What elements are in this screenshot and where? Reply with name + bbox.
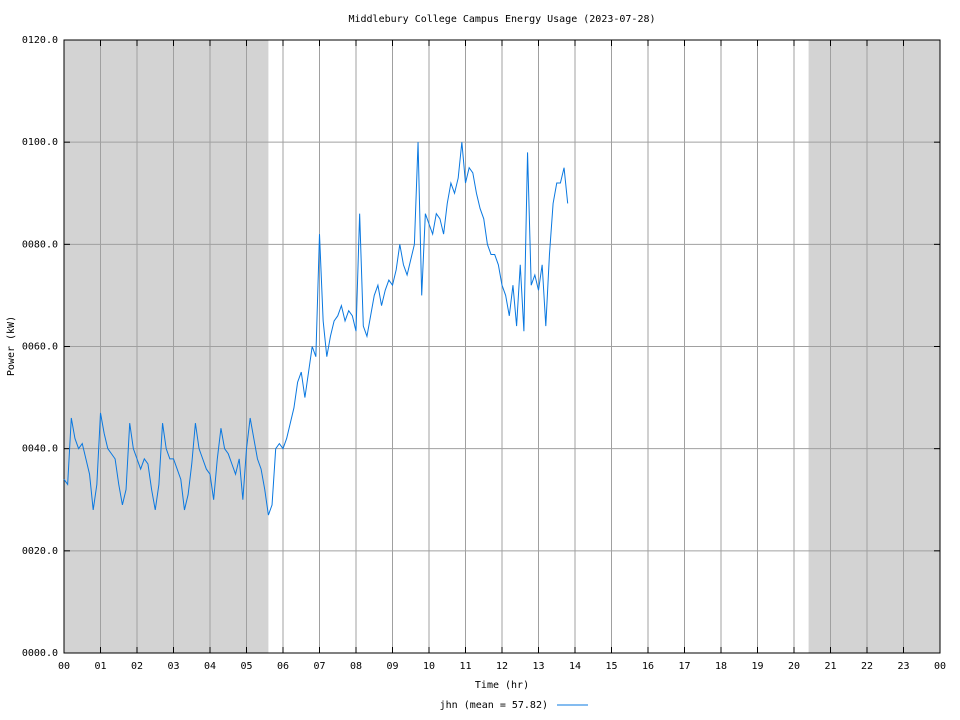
y-axis-label: Power (kW) (6, 316, 17, 376)
y-tick-label: 0060.0 (22, 342, 58, 353)
x-tick-label: 07 (313, 661, 325, 672)
x-tick-label: 23 (897, 661, 909, 672)
x-tick-label: 17 (678, 661, 690, 672)
x-tick-label: 00 (934, 661, 946, 672)
x-tick-label: 11 (459, 661, 471, 672)
x-tick-label: 03 (167, 661, 179, 672)
x-tick-label: 02 (131, 661, 143, 672)
x-tick-label: 12 (496, 661, 508, 672)
x-tick-label: 01 (94, 661, 106, 672)
x-tick-label: 22 (861, 661, 873, 672)
x-tick-label: 09 (386, 661, 398, 672)
x-tick-label: 20 (788, 661, 800, 672)
chart-title: Middlebury College Campus Energy Usage (… (348, 14, 655, 25)
x-tick-label: 00 (58, 661, 70, 672)
x-tick-label: 19 (751, 661, 763, 672)
y-tick-label: 0020.0 (22, 546, 58, 557)
x-axis-label: Time (hr) (475, 680, 529, 691)
x-tick-label: 06 (277, 661, 289, 672)
y-tick-label: 0080.0 (22, 239, 58, 250)
x-tick-label: 21 (824, 661, 836, 672)
x-tick-label: 13 (532, 661, 544, 672)
x-tick-label: 18 (715, 661, 727, 672)
x-tick-label: 10 (423, 661, 435, 672)
legend-label: jhn (mean = 57.82) (440, 700, 548, 711)
x-tick-label: 15 (605, 661, 617, 672)
x-tick-label: 16 (642, 661, 654, 672)
x-tick-label: 08 (350, 661, 362, 672)
y-tick-label: 0000.0 (22, 648, 58, 659)
y-tick-label: 0040.0 (22, 444, 58, 455)
x-tick-label: 14 (569, 661, 581, 672)
data-line (63, 142, 569, 516)
plot-border (63, 39, 941, 654)
x-tick-label: 05 (240, 661, 252, 672)
y-tick-label: 0100.0 (22, 137, 58, 148)
y-tick-label: 0120.0 (22, 35, 58, 46)
x-tick-label: 04 (204, 661, 216, 672)
